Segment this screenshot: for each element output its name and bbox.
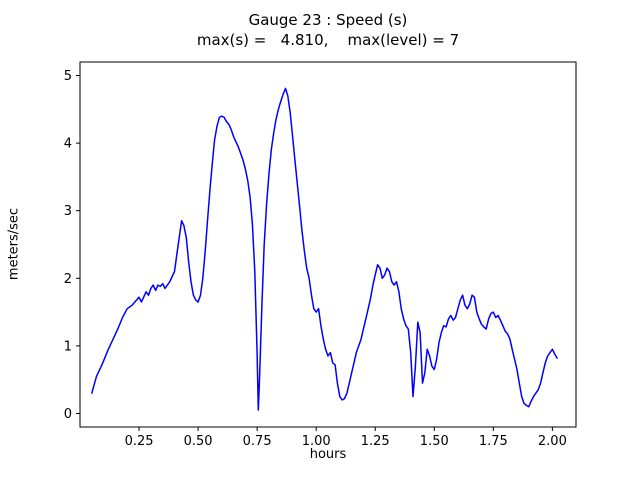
chart-subtitle: max(s) = 4.810, max(level) = 7 (196, 31, 460, 49)
x-tick-label: 1.25 (361, 434, 390, 449)
x-tick-label: 0.50 (184, 434, 213, 449)
x-tick-label: 2.00 (538, 434, 567, 449)
y-tick-label: 0 (64, 407, 72, 422)
y-tick-label: 3 (64, 204, 72, 219)
x-tick-label: 1.50 (420, 434, 449, 449)
chart-title-block: Gauge 23 : Speed (s) max(s) = 4.810, max… (80, 10, 576, 50)
y-tick-label: 4 (64, 137, 72, 152)
x-axis-label: hours (309, 447, 347, 462)
y-axis-label: meters/sec (6, 207, 22, 281)
data-line (91, 87, 558, 411)
x-tick-label: 0.75 (243, 434, 272, 449)
y-tick-label: 5 (64, 69, 72, 84)
x-tick-label: 1.75 (479, 434, 508, 449)
chart-title: Gauge 23 : Speed (s) (248, 11, 408, 29)
x-tick-label: 0.25 (125, 434, 154, 449)
y-tick-label: 2 (64, 272, 72, 287)
y-tick-label: 1 (64, 339, 72, 354)
x-tick-label: 1.00 (302, 434, 331, 449)
plot-frame (79, 61, 577, 428)
